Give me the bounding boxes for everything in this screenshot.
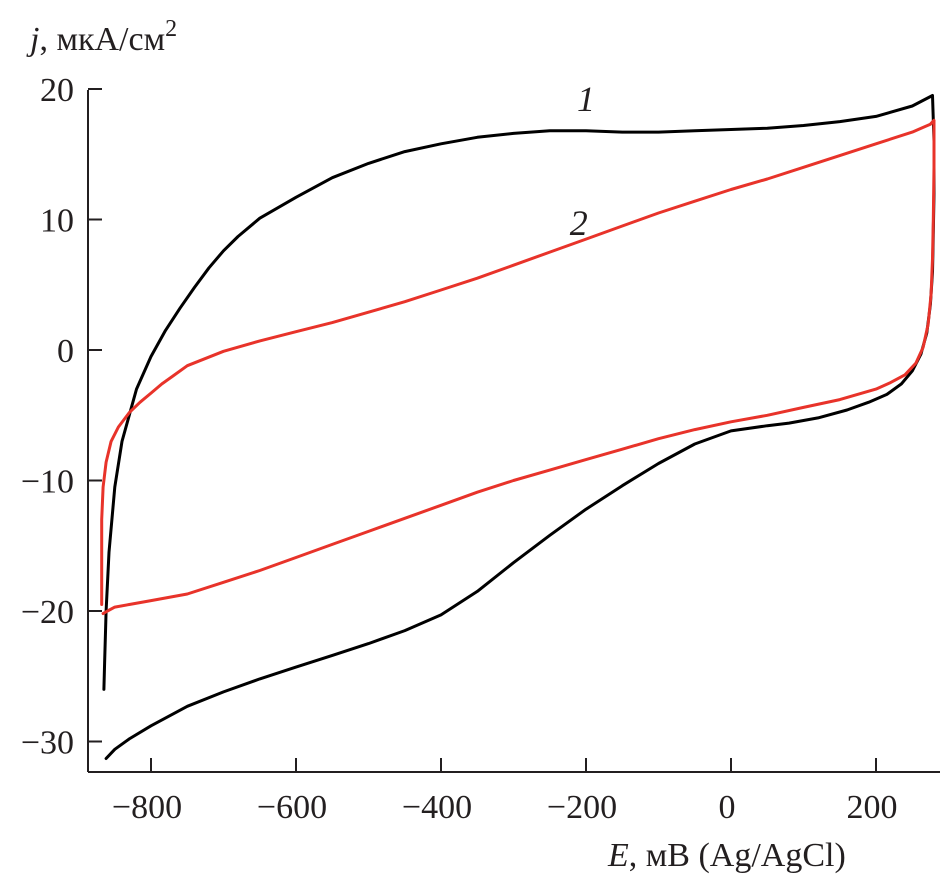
x-tick-label: −200: [547, 789, 617, 826]
curve-2-label: 2: [570, 203, 588, 243]
x-axis-unit: , мВ (Ag/AgCl): [629, 837, 846, 874]
x-axis-title: E, мВ (Ag/AgCl): [607, 837, 846, 874]
curve-1-line: [102, 94, 936, 760]
y-axis-title: j, мкА/см2: [26, 16, 177, 58]
x-tick-label: −600: [257, 789, 327, 826]
y-axis-unit-superscript: 2: [165, 16, 177, 42]
y-tick-label: −30: [21, 725, 74, 762]
x-tick-label: −800: [112, 789, 182, 826]
y-tick-label: −20: [21, 594, 74, 631]
x-axis-symbol: E: [607, 837, 629, 874]
x-axis-ticks: −800 −600 −400 −200 0 200: [112, 758, 898, 826]
curve-1-label: 1: [577, 79, 595, 119]
x-tick-label: 200: [847, 789, 898, 826]
x-tick-label: −400: [402, 789, 472, 826]
y-tick-label: 20: [40, 72, 74, 109]
y-tick-label: 0: [57, 333, 74, 370]
y-axis-symbol: j: [26, 21, 39, 58]
y-tick-label: 10: [40, 203, 74, 240]
curve-2-line: [100, 118, 936, 616]
curves: 12: [100, 79, 936, 760]
y-tick-label: −10: [21, 464, 74, 501]
y-axis-ticks: 20 10 0 −10 −20 −30: [21, 72, 102, 762]
y-axis-unit: , мкА/см: [39, 21, 165, 58]
x-tick-label: 0: [719, 789, 736, 826]
